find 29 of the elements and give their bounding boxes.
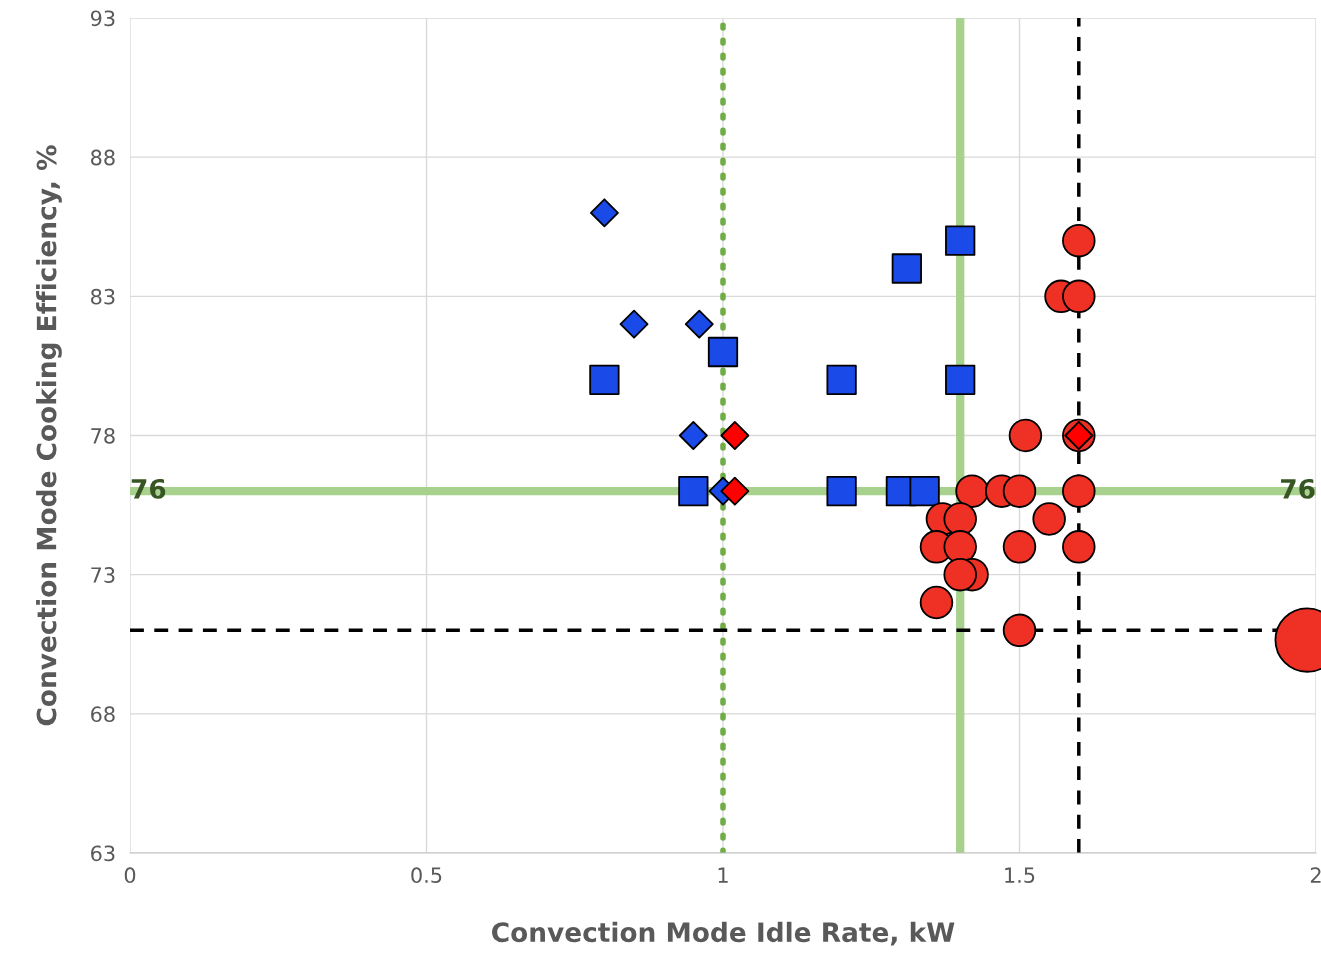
x-tick-label: 0 — [124, 867, 136, 884]
y-tick-label: 63 — [91, 845, 115, 862]
x-tick-label: 1 — [718, 867, 728, 883]
y-tick-label: 88 — [91, 149, 115, 166]
y-tick-label: 73 — [91, 567, 115, 583]
point — [826, 364, 857, 395]
y-axis-title: Convection Mode Cooking Efficiency, % — [36, 145, 62, 726]
point — [684, 309, 714, 339]
y-tick-label: 78 — [91, 427, 115, 444]
point — [678, 476, 709, 507]
y-tick-label: 93 — [90, 10, 115, 27]
y-tick-label: 83 — [91, 288, 115, 305]
x-tick-label: 2 — [1310, 867, 1321, 883]
x-tick-label: 1.5 — [1005, 867, 1035, 884]
point — [826, 476, 857, 507]
point — [720, 421, 750, 450]
point — [909, 476, 940, 507]
point — [589, 364, 620, 395]
point — [945, 364, 976, 395]
x-tick-label: 0.5 — [411, 867, 442, 884]
point — [619, 309, 649, 339]
point — [945, 225, 976, 256]
point — [707, 336, 739, 368]
point — [891, 253, 922, 284]
x-axis-title: Convection Mode Idle Rate, kW — [492, 921, 955, 946]
y-tick-label: 68 — [91, 706, 115, 723]
point — [589, 198, 619, 228]
point — [720, 476, 750, 506]
point — [678, 421, 708, 450]
